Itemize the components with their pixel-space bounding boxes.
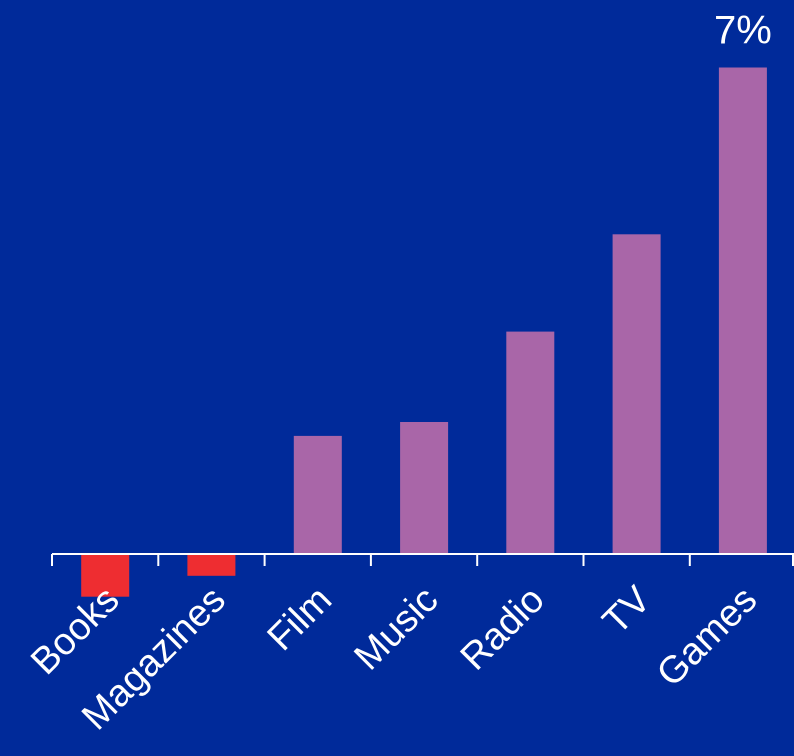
bar-games (718, 67, 767, 554)
bar-radio (506, 331, 555, 554)
bar-magazines (187, 555, 236, 576)
data-labels: 7% (714, 9, 772, 53)
x-axis (51, 553, 794, 566)
bars-group (81, 67, 767, 597)
bar-music (400, 422, 449, 554)
bar-film (293, 435, 342, 554)
data-label-games: 7% (714, 9, 772, 53)
bar-books (81, 555, 130, 597)
bar-tv (612, 234, 661, 555)
